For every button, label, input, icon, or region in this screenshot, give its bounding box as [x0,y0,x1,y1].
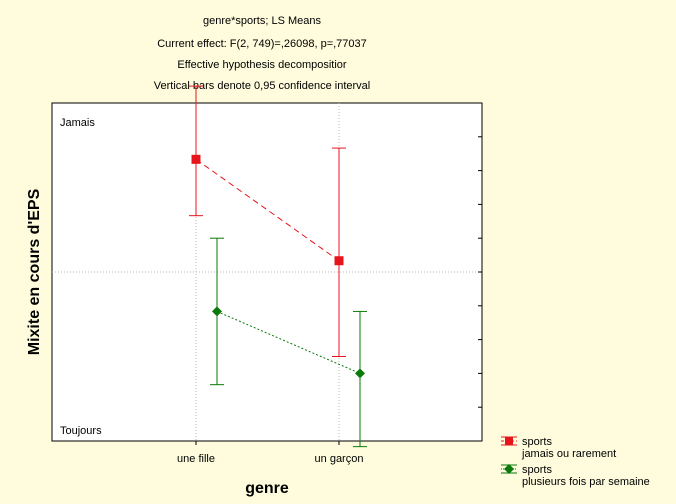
legend-label-1-line-2: jamais ou rarement [521,448,616,460]
x-axis-title: genre [245,480,289,497]
y-bottom-label: Toujours [60,425,102,437]
chart-title: genre*sports; LS Means Current effect: F… [154,15,370,92]
series-1 [189,85,346,357]
series-1-error-bar-2 [332,147,346,357]
legend-label-1-line-1: sports [522,436,552,448]
y-top-label: Jamais [60,117,95,129]
legend-marker-1 [505,437,513,445]
series-2-error-bar-2 [353,310,367,448]
plot-area [51,102,483,442]
x-tick-label-2: un garçon [315,453,364,465]
axis-ticks [195,136,482,445]
x-tick-label-1: une fille [177,453,215,465]
legend-marker-2 [504,464,514,474]
series-2 [210,237,367,448]
x-tick-labels: une fille un garçon [177,453,363,465]
series [189,85,367,448]
title-line-3: Effective hypothesis decompositior [177,59,346,71]
y-axis-title: Mixite en cours d'EPS [26,188,43,355]
series-2-line [216,310,361,374]
series-1-point-1 [191,154,201,164]
title-line-4: Vertical bars denote 0,95 confidence int… [154,80,370,92]
title-line-2: Current effect: F(2, 749)=,26098, p=,770… [157,38,367,50]
series-2-point-2 [355,368,365,379]
series-1-error-bar-1 [189,85,203,217]
series-2-point-1 [212,306,222,317]
legend-label-2-line-1: sports [522,464,552,476]
legend-label-2-line-2: plusieurs fois par semaine [522,476,650,488]
series-1-point-2 [334,256,344,266]
title-line-1: genre*sports; LS Means [203,15,322,27]
